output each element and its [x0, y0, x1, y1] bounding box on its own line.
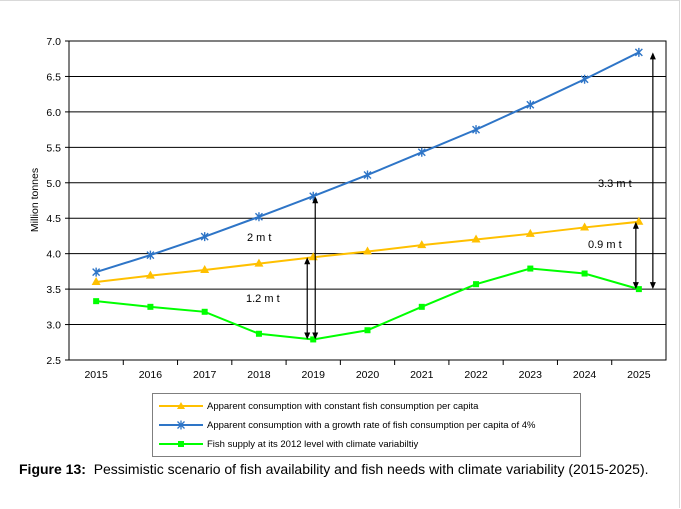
line-chart: 7.06.56.05.55.04.54.03.53.02.5 2015 2016 2… — [29, 36, 667, 381]
series-star — [92, 47, 643, 277]
data-point — [145, 270, 155, 279]
series-triangle — [91, 216, 644, 286]
x-tick-label: 2021 — [410, 369, 434, 381]
y-tick-label: 6.0 — [46, 107, 61, 119]
figure-caption: Figure 13: Pessimistic scenario of fish … — [19, 460, 669, 479]
data-point — [580, 74, 589, 84]
data-point — [255, 330, 262, 337]
data-point — [418, 303, 425, 310]
data-point — [146, 250, 155, 260]
y-axis-label: Million tonnes — [29, 168, 41, 232]
annotation-0-9mt: 0.9 m t — [588, 239, 622, 251]
y-tick-label: 3.0 — [46, 320, 61, 332]
caption-text: Pessimistic scenario of fish availabilit… — [93, 461, 649, 477]
y-tick-labels: 7.0 6.5 6.0 5.5 5.0 4.5 4.0 3.5 3.0 2.5 — [46, 36, 61, 367]
x-tick-label: 2025 — [627, 369, 651, 381]
y-tick-label: 5.0 — [46, 178, 61, 190]
legend-item-constant: Apparent consumption with constant fish … — [159, 398, 478, 414]
series-layer — [91, 47, 644, 343]
caption-label: Figure 13: — [19, 461, 86, 477]
annotation-2mt: 2 m t — [247, 232, 271, 244]
data-point — [417, 240, 427, 249]
gridlines — [65, 40, 666, 365]
data-point — [364, 327, 371, 334]
y-tick-label: 4.0 — [46, 249, 61, 261]
annotation-arrows — [304, 52, 656, 340]
data-point — [200, 264, 210, 273]
annotation-1-2mt: 1.2 m t — [246, 293, 280, 305]
data-point — [363, 246, 372, 255]
x-tick-label: 2024 — [573, 369, 597, 381]
data-point — [363, 170, 372, 180]
data-point — [634, 47, 643, 57]
x-tick-labels: 2015 2016 2017 2018 2019 2020 2021 2022 2023 2024… — [84, 369, 650, 381]
y-tick-label: 2.5 — [46, 355, 61, 367]
plot-area — [68, 40, 667, 361]
legend: Apparent consumption with constant fish … — [152, 393, 581, 457]
data-point — [581, 270, 588, 277]
x-tick-label: 2015 — [84, 369, 108, 381]
data-point — [93, 298, 100, 305]
x-tick-label: 2022 — [464, 369, 488, 381]
x-tick-label: 2023 — [519, 369, 543, 381]
x-tick-label: 2016 — [139, 369, 163, 381]
data-point — [526, 100, 535, 110]
y-tick-label: 4.5 — [46, 213, 61, 225]
y-tick-label: 5.5 — [46, 142, 61, 154]
data-point — [91, 277, 101, 286]
x-tick-label: 2018 — [247, 369, 271, 381]
data-point — [254, 258, 264, 267]
data-point — [310, 336, 317, 343]
data-point — [471, 234, 481, 243]
data-point — [525, 228, 535, 237]
legend-item-growth: Apparent consumption with a growth rate … — [159, 417, 535, 433]
data-point — [147, 303, 154, 310]
data-point — [200, 232, 209, 242]
data-point — [254, 212, 263, 222]
x-tick-label: 2017 — [193, 369, 217, 381]
data-point — [201, 308, 208, 315]
arrow-2025-growth-supply — [649, 52, 656, 290]
data-point — [580, 222, 590, 231]
x-tick-label: 2019 — [302, 369, 326, 381]
data-point — [417, 147, 426, 157]
series-square — [93, 265, 642, 343]
legend-marker-square — [159, 441, 203, 447]
y-tick-label: 7.0 — [46, 36, 61, 48]
legend-marker-star — [159, 420, 203, 430]
y-tick-label: 3.5 — [46, 284, 61, 296]
data-point — [473, 281, 480, 288]
data-point — [527, 265, 534, 272]
legend-label-supply: Fish supply at its 2012 level with clima… — [207, 438, 419, 450]
x-tick-label: 2020 — [356, 369, 380, 381]
annotation-3-3mt: 3.3 m t — [598, 178, 632, 190]
arrow-2025-constant-supply — [632, 221, 639, 290]
legend-item-supply: Fish supply at its 2012 level with clima… — [159, 436, 418, 452]
arrow-2019-growth-supply — [312, 196, 319, 340]
data-point — [472, 125, 481, 135]
legend-label-constant: Apparent consumption with constant fish … — [207, 400, 479, 412]
y-tick-label: 6.5 — [46, 71, 61, 83]
legend-marker-triangle — [159, 402, 203, 409]
data-point — [634, 216, 644, 225]
data-point — [92, 267, 101, 277]
data-point — [635, 286, 642, 293]
arrow-2019-constant-supply — [304, 257, 311, 340]
legend-label-growth: Apparent consumption with a growth rate … — [207, 419, 536, 431]
